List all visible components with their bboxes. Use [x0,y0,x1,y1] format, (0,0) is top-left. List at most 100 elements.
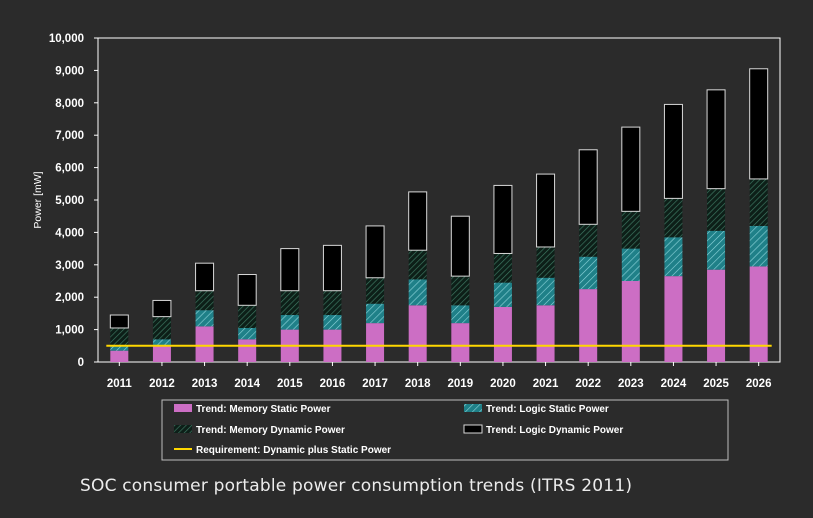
bar-logic-dynamic-2023 [621,126,641,212]
bar-memory-dynamic-2025 [707,188,726,231]
bar-memory-dynamic-2022 [579,224,598,257]
legend-label: Requirement: Dynamic plus Static Power [196,445,391,456]
bar-logic-static-2014 [238,327,257,340]
bar-logic-static-2012 [152,339,171,346]
legend-label: Trend: Logic Dynamic Power [486,425,623,436]
chart-legend: Trend: Memory Static Power Trend: Logic S… [161,399,729,461]
bar-logic-static-2023 [621,248,640,281]
bar-memory-dynamic-2016 [323,290,342,316]
bar-memory-dynamic-2013 [195,290,214,311]
bar-memory-dynamic-2018 [408,250,427,280]
bar-logic-static-2025 [707,230,726,270]
x-tick-label: 2016 [320,378,346,390]
bar-logic-static-2011 [110,345,129,351]
bar-memory-static-2023 [621,281,640,362]
bar-logic-dynamic-2026 [749,68,769,180]
bar-memory-static-2011 [110,350,129,362]
bar-logic-static-2020 [493,282,512,307]
bar-memory-static-2013 [195,326,214,362]
bar-memory-static-2022 [579,289,598,362]
legend-swatch-memory-dynamic [174,425,192,433]
bar-memory-static-2019 [451,323,470,362]
bar-logic-dynamic-2011 [109,314,129,329]
bar-memory-static-2024 [664,276,683,362]
y-tick-label: 1,000 [55,325,84,337]
bar-memory-dynamic-2015 [280,290,299,316]
x-tick-label: 2011 [107,378,133,390]
y-tick-label: 7,000 [55,130,84,142]
y-tick-label: 2,000 [55,292,84,304]
y-tick-label: 8,000 [55,98,84,110]
bar-logic-static-2018 [408,279,427,306]
x-tick-label: 2015 [277,378,303,390]
bar-logic-dynamic-2022 [578,149,598,225]
bar-logic-dynamic-2016 [322,244,342,292]
bar-logic-static-2015 [280,315,299,330]
legend-label: Trend: Logic Static Power [486,404,609,415]
bar-memory-dynamic-2026 [749,178,768,226]
x-tick-label: 2012 [149,378,175,390]
bar-memory-static-2021 [536,305,555,362]
x-tick-label: 2018 [405,378,431,390]
bar-memory-dynamic-2019 [451,276,470,306]
bar-memory-dynamic-2011 [110,327,129,346]
bar-logic-static-2026 [749,225,768,267]
bar-logic-dynamic-2015 [280,248,300,292]
legend-label: Trend: Memory Static Power [196,404,331,415]
bar-memory-dynamic-2020 [493,253,512,283]
x-tick-label: 2020 [490,378,516,390]
x-tick-label: 2017 [362,378,388,390]
x-tick-label: 2014 [234,378,260,390]
legend-swatch-logic-dynamic [463,424,483,434]
bar-logic-static-2019 [451,305,470,324]
y-tick-label: 5,000 [55,195,84,207]
legend-swatch-logic-static [464,404,482,412]
y-tick-label: 6,000 [55,163,84,175]
bar-logic-static-2024 [664,237,683,277]
bar-memory-static-2026 [749,266,768,362]
bar-memory-static-2020 [493,306,512,362]
legend-swatch-memory-static [174,404,192,412]
y-tick-label: 4,000 [55,227,84,239]
bar-logic-static-2022 [579,256,598,290]
bar-logic-dynamic-2014 [237,274,257,306]
x-tick-label: 2025 [703,378,729,390]
x-tick-label: 2021 [533,378,559,390]
legend-label: Trend: Memory Dynamic Power [196,425,345,436]
x-tick-label: 2019 [448,378,474,390]
bar-logic-dynamic-2017 [365,225,385,279]
y-tick-label: 9,000 [55,65,84,77]
bar-logic-dynamic-2018 [408,191,428,251]
bar-logic-dynamic-2019 [450,215,470,277]
bar-logic-static-2021 [536,277,555,306]
y-axis-label: Power [mW] [32,171,44,228]
bar-memory-static-2012 [152,345,171,362]
bar-memory-dynamic-2023 [621,211,640,249]
x-tick-label: 2022 [575,378,601,390]
bar-logic-dynamic-2020 [493,184,513,254]
legend-frame [161,399,729,461]
bar-logic-dynamic-2013 [195,262,215,292]
bar-logic-dynamic-2024 [663,103,683,199]
bar-memory-static-2018 [408,305,427,362]
bar-memory-dynamic-2014 [238,305,257,328]
bar-memory-dynamic-2017 [366,277,385,304]
bar-logic-static-2016 [323,315,342,330]
bar-memory-static-2017 [366,323,385,362]
figure-caption: SOC consumer portable power consumption … [80,476,633,496]
bar-memory-static-2014 [238,339,257,362]
y-tick-label: 3,000 [55,260,84,272]
bar-memory-dynamic-2024 [664,198,683,238]
bar-logic-static-2013 [195,310,214,327]
bar-logic-static-2017 [366,303,385,324]
bar-memory-static-2025 [707,269,726,362]
x-tick-label: 2023 [618,378,644,390]
x-tick-label: 2024 [661,378,687,390]
bar-memory-dynamic-2012 [152,316,171,340]
y-tick-label: 0 [78,357,84,369]
bar-memory-dynamic-2021 [536,246,555,278]
x-tick-label: 2013 [192,378,218,390]
bar-logic-dynamic-2012 [152,299,172,318]
